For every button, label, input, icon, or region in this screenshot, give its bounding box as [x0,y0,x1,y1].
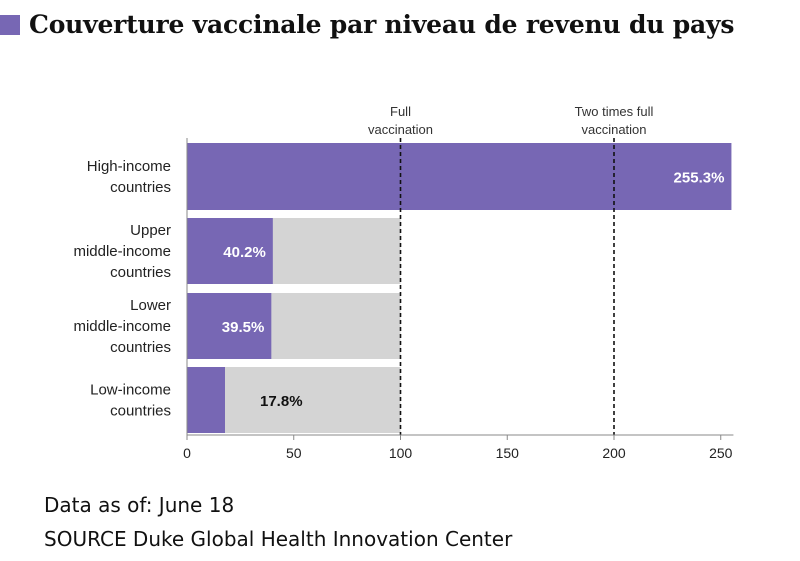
category-label-1-1: middle-income [73,243,171,260]
reference-label-0-0: Full [390,104,411,119]
category-label-0-1: countries [110,179,171,196]
value-bar-1 [187,218,273,284]
x-tick-label-1: 50 [286,445,302,461]
x-tick-label-3: 150 [496,445,520,461]
value-bar-2 [187,293,272,359]
category-label-3-0: Low-income [90,382,171,399]
value-label-0: 255.3% [674,170,725,187]
bar-chart: Full vaccination Two times full vaccination… [73,104,734,461]
data-date-note: Data as of: June 18 [44,493,235,517]
x-tick-label-0: 0 [183,445,191,461]
category-label-3-1: countries [110,403,171,420]
category-label-1-2: countries [110,264,171,281]
value-label-3: 17.8% [260,393,303,410]
value-bar-0 [187,143,732,210]
category-label-2-1: middle-income [73,318,171,335]
category-label-1-0: Upper [130,222,171,239]
reference-label-0-1: vaccination [368,122,433,137]
chart-title-block: Couverture vaccinale par niveau de reven… [0,10,734,39]
title-color-swatch [0,14,20,35]
value-label-2: 39.5% [222,319,265,336]
category-label-2-0: Lower [130,297,171,314]
x-tick-label-2: 100 [389,445,413,461]
value-label-1: 40.2% [223,244,266,261]
reference-label-1-0: Two times full [575,104,654,119]
chart-title: Couverture vaccinale par niveau de reven… [29,10,735,39]
x-tick-label-4: 200 [602,445,626,461]
category-label-0-0: High-income [87,158,171,175]
category-label-2-2: countries [110,339,171,356]
reference-label-1-1: vaccination [581,122,646,137]
source-note: SOURCE Duke Global Health Innovation Cen… [44,527,513,551]
value-bar-3 [187,367,226,433]
x-tick-label-5: 250 [709,445,733,461]
